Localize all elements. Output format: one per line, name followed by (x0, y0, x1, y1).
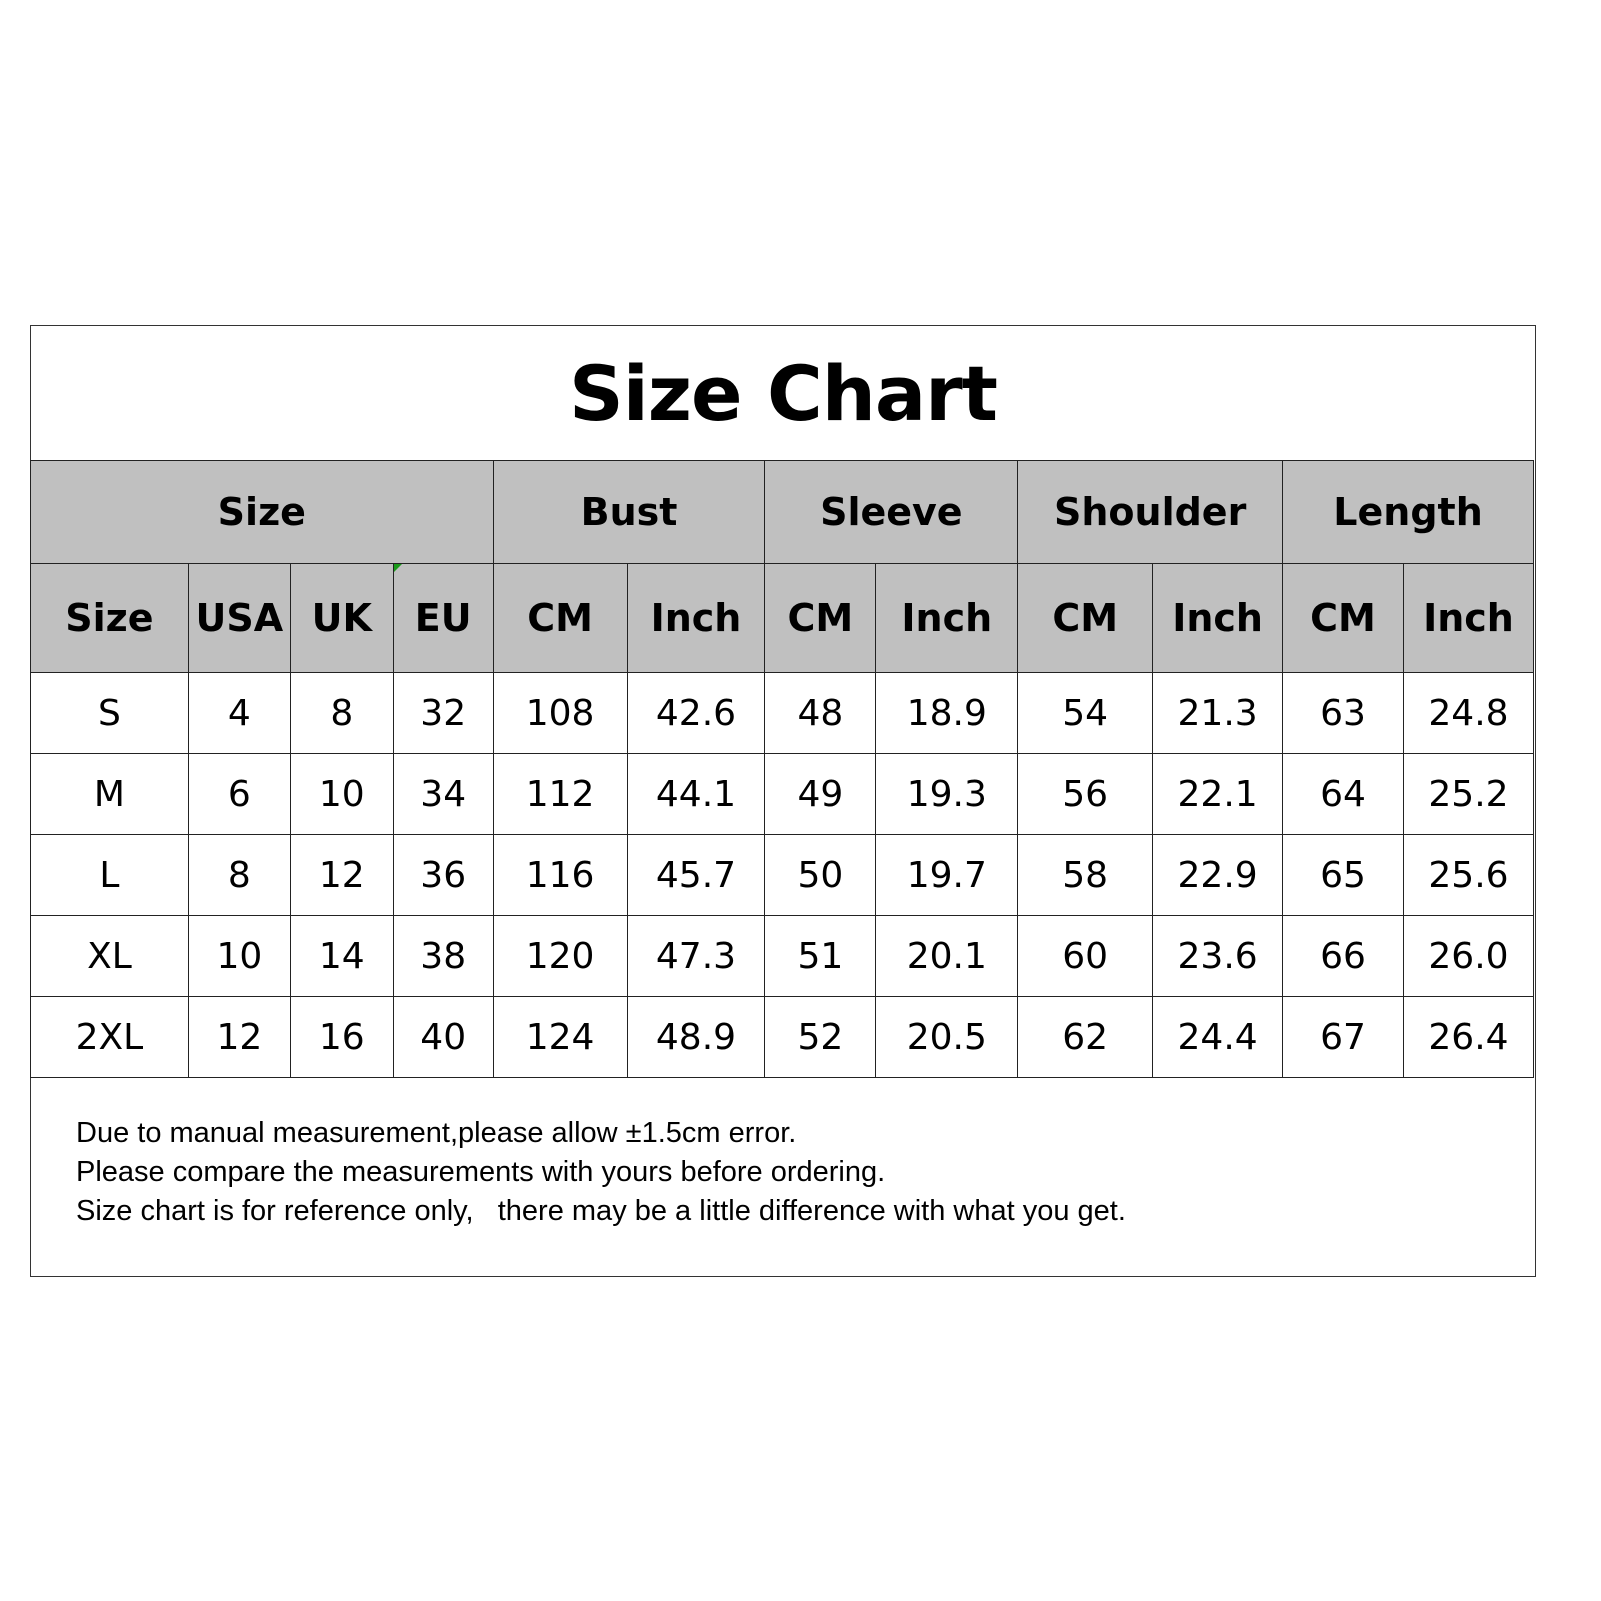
table-cell: 25.2 (1402, 753, 1535, 835)
note-line: Due to manual measurement,please allow ±… (76, 1117, 797, 1149)
sub-header-cell: Size (30, 563, 189, 673)
table-cell: 20.1 (875, 915, 1019, 997)
table-cell: 44.1 (626, 753, 766, 835)
table-row: S 4 8 32 108 42.6 48 18.9 54 21.3 63 24.8 (30, 672, 1535, 754)
table-cell: 19.7 (875, 834, 1019, 916)
table-cell: 50 (764, 834, 877, 916)
table-cell: 8 (289, 672, 394, 754)
table-cell: 62 (1017, 996, 1154, 1078)
sub-header-cell: CM (1017, 563, 1154, 673)
table-cell: 49 (764, 753, 877, 835)
table-cell: 52 (764, 996, 877, 1078)
sub-header-cell: Inch (1402, 563, 1535, 673)
group-header-length: Length (1282, 460, 1534, 564)
table-cell: 48.9 (626, 996, 766, 1078)
table-cell: 56 (1017, 753, 1154, 835)
table-cell: 51 (764, 915, 877, 997)
sub-header-cell: Inch (1152, 563, 1284, 673)
group-header-shoulder: Shoulder (1017, 460, 1284, 564)
sub-header-cell: Inch (626, 563, 766, 673)
table-cell: 22.1 (1152, 753, 1284, 835)
table-cell: 19.3 (875, 753, 1019, 835)
table-cell: 45.7 (626, 834, 766, 916)
table-cell: 21.3 (1152, 672, 1284, 754)
table-cell: 10 (187, 915, 291, 997)
table-cell: 63 (1282, 672, 1404, 754)
table-cell: 47.3 (626, 915, 766, 997)
sub-header-cell: EU (392, 563, 494, 673)
table-row: 2XL 12 16 40 124 48.9 52 20.5 62 24.4 67 26.4 (30, 996, 1535, 1078)
table-cell: 22.9 (1152, 834, 1284, 916)
table-cell: 67 (1282, 996, 1404, 1078)
table-cell: 42.6 (626, 672, 766, 754)
table-cell: 26.4 (1402, 996, 1535, 1078)
size-table: Size Bust Sleeve Shoulder Length Size USA… (30, 460, 1535, 1078)
table-cell: 112 (492, 753, 628, 835)
table-cell: 124 (492, 996, 628, 1078)
note-line: Please compare the measurements with you… (76, 1156, 886, 1188)
table-row: L 8 12 36 116 45.7 50 19.7 58 22.9 65 25.6 (30, 834, 1535, 916)
table-cell: 58 (1017, 834, 1154, 916)
table-cell: 64 (1282, 753, 1404, 835)
sub-header-cell: CM (764, 563, 877, 673)
table-cell: 12 (289, 834, 394, 916)
table-cell: 120 (492, 915, 628, 997)
table-cell: 65 (1282, 834, 1404, 916)
table-cell: 38 (392, 915, 494, 997)
table-cell: 16 (289, 996, 394, 1078)
table-cell: 8 (187, 834, 291, 916)
table-cell: 40 (392, 996, 494, 1078)
group-header-sleeve: Sleeve (764, 460, 1019, 564)
table-cell: L (30, 834, 189, 916)
table-cell: 2XL (30, 996, 189, 1078)
table-cell: 60 (1017, 915, 1154, 997)
table-cell: 54 (1017, 672, 1154, 754)
table-cell: S (30, 672, 189, 754)
group-header-size: Size (30, 460, 494, 564)
group-header-row: Size Bust Sleeve Shoulder Length (30, 460, 1534, 564)
group-header-bust: Bust (492, 460, 766, 564)
table-cell: 34 (392, 753, 494, 835)
table-cell: 116 (492, 834, 628, 916)
sub-header-cell: UK (289, 563, 394, 673)
sub-header-cell: CM (492, 563, 628, 673)
size-chart: Size Chart Size Bust Sleeve Shoulder Len… (30, 325, 1536, 1277)
table-cell: 20.5 (875, 996, 1019, 1078)
table-cell: 36 (392, 834, 494, 916)
table-cell: 4 (187, 672, 291, 754)
table-cell: 32 (392, 672, 494, 754)
table-cell: 18.9 (875, 672, 1019, 754)
table-cell: 48 (764, 672, 877, 754)
table-cell: 26.0 (1402, 915, 1535, 997)
table-cell: 108 (492, 672, 628, 754)
table-cell: 24.4 (1152, 996, 1284, 1078)
table-row: XL 10 14 38 120 47.3 51 20.1 60 23.6 66 26.0 (30, 915, 1535, 997)
table-cell: 10 (289, 753, 394, 835)
sub-header-cell: USA (187, 563, 291, 673)
table-cell: 23.6 (1152, 915, 1284, 997)
table-cell: 24.8 (1402, 672, 1535, 754)
table-cell: M (30, 753, 189, 835)
table-cell: XL (30, 915, 189, 997)
table-cell: 14 (289, 915, 394, 997)
table-cell: 6 (187, 753, 291, 835)
table-row: M 6 10 34 112 44.1 49 19.3 56 22.1 64 25.2 (30, 753, 1535, 835)
sub-header-cell: CM (1282, 563, 1404, 673)
sub-header-row: Size USA UK EU CM Inch CM Inch CM Inch CM Inch (30, 563, 1535, 673)
chart-title: Size Chart (568, 348, 998, 438)
notes: Due to manual measurement,please allow ±… (76, 1114, 1126, 1231)
table-cell: 12 (187, 996, 291, 1078)
table-cell: 25.6 (1402, 834, 1535, 916)
sub-header-cell: Inch (875, 563, 1019, 673)
table-cell: 66 (1282, 915, 1404, 997)
note-line: Size chart is for reference only, there … (76, 1195, 1126, 1227)
